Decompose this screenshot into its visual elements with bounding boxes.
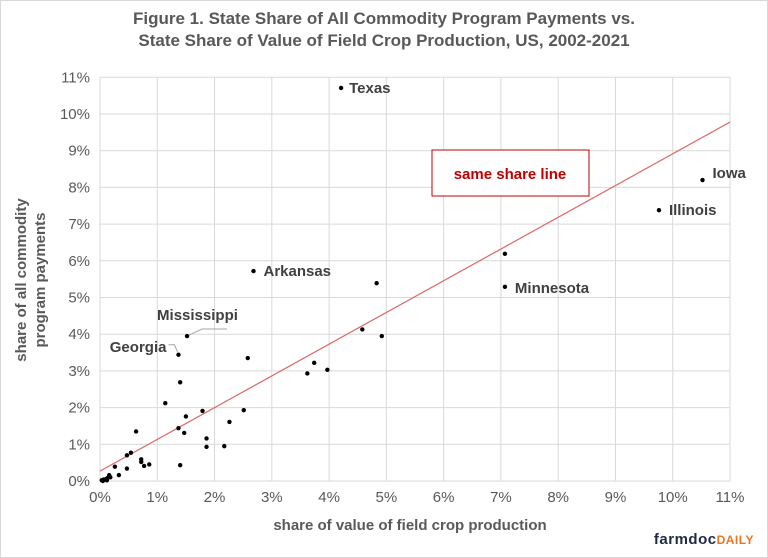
logo-text-daily: DAILY (716, 533, 754, 547)
data-point (104, 478, 110, 483)
point-label-texas: Texas (349, 80, 390, 97)
y-tick-label: 7% (68, 216, 90, 233)
data-point (200, 408, 205, 414)
x-tick-label: 2% (204, 489, 226, 506)
farmdoc-daily-logo: farmdocDAILY (654, 531, 754, 548)
logo-text-farmdoc: farmdoc (653, 531, 717, 548)
data-point (124, 466, 130, 471)
data-point (700, 177, 705, 183)
data-point (379, 333, 384, 339)
x-tick-label: 1% (146, 489, 168, 506)
same-share-line (99, 121, 731, 472)
data-point (177, 380, 183, 385)
y-tick-label: 6% (68, 253, 90, 270)
point-label-minnesota: Minnesota (515, 280, 590, 297)
data-point (176, 425, 181, 431)
data-point (177, 463, 183, 468)
data-point (184, 333, 190, 339)
x-tick-label: 11% (716, 489, 745, 506)
data-point (133, 429, 139, 434)
data-point (116, 472, 122, 478)
y-tick-label: 9% (68, 143, 90, 160)
y-tick-label: 5% (68, 290, 90, 307)
x-tick-label: 6% (433, 489, 455, 506)
data-point (360, 327, 365, 332)
data-point (108, 475, 113, 480)
point-label-iowa: Iowa (713, 165, 747, 182)
georgia-leader-line (168, 344, 178, 352)
data-point (181, 430, 187, 436)
point-label-arkansas: Arkansas (263, 263, 331, 280)
y-tick-label: 11% (61, 69, 90, 86)
data-point (147, 462, 152, 467)
x-tick-label: 5% (376, 489, 398, 506)
chart-title-line2: State Share of Value of Field Crop Produ… (138, 31, 630, 50)
data-point (124, 453, 130, 458)
data-point (227, 419, 232, 425)
data-point (251, 268, 256, 274)
data-point (312, 360, 317, 366)
mississippi-leader-line (188, 328, 228, 336)
data-point (338, 85, 344, 91)
same-share-label: same share line (454, 166, 567, 183)
data-point (163, 400, 168, 406)
y-tick-label: 0% (68, 473, 90, 490)
y-axis-label-line1: share of all commodity (13, 198, 30, 362)
data-point (128, 450, 134, 455)
x-tick-label: 0% (89, 489, 111, 506)
y-tick-label: 4% (68, 326, 90, 343)
y-tick-label: 8% (68, 179, 90, 196)
point-label-mississippi: Mississippi (157, 307, 238, 324)
y-tick-label: 2% (68, 400, 90, 417)
data-point (502, 251, 508, 257)
data-point (245, 355, 250, 361)
data-point (502, 284, 508, 290)
data-point (176, 352, 181, 357)
data-point (204, 436, 209, 441)
data-point (241, 407, 246, 413)
chart-title-line1: Figure 1. State Share of All Commodity P… (133, 9, 635, 28)
x-tick-label: 9% (605, 489, 627, 506)
y-tick-label: 10% (60, 106, 90, 123)
x-tick-label: 3% (261, 489, 283, 506)
same-share-label-box (431, 149, 590, 197)
data-point (325, 367, 330, 372)
data-point (222, 443, 227, 449)
x-tick-label: 8% (547, 489, 569, 506)
data-point (100, 478, 106, 484)
data-point (141, 463, 147, 469)
y-axis-label-line2: program payments (32, 212, 49, 347)
data-point (112, 464, 118, 469)
y-tick-label: 1% (68, 436, 90, 453)
data-point (656, 207, 662, 213)
x-tick-label: 10% (658, 489, 688, 506)
y-tick-label: 3% (68, 363, 90, 380)
data-point (305, 371, 310, 376)
data-point (183, 414, 189, 419)
data-point (139, 459, 144, 465)
point-label-georgia: Georgia (110, 339, 167, 356)
point-label-illinois: Illinois (669, 202, 717, 219)
x-tick-label: 4% (318, 489, 340, 506)
data-point (204, 444, 209, 450)
data-point (374, 280, 379, 286)
x-axis-label: share of value of field crop production (273, 517, 546, 534)
x-tick-label: 7% (490, 489, 512, 506)
